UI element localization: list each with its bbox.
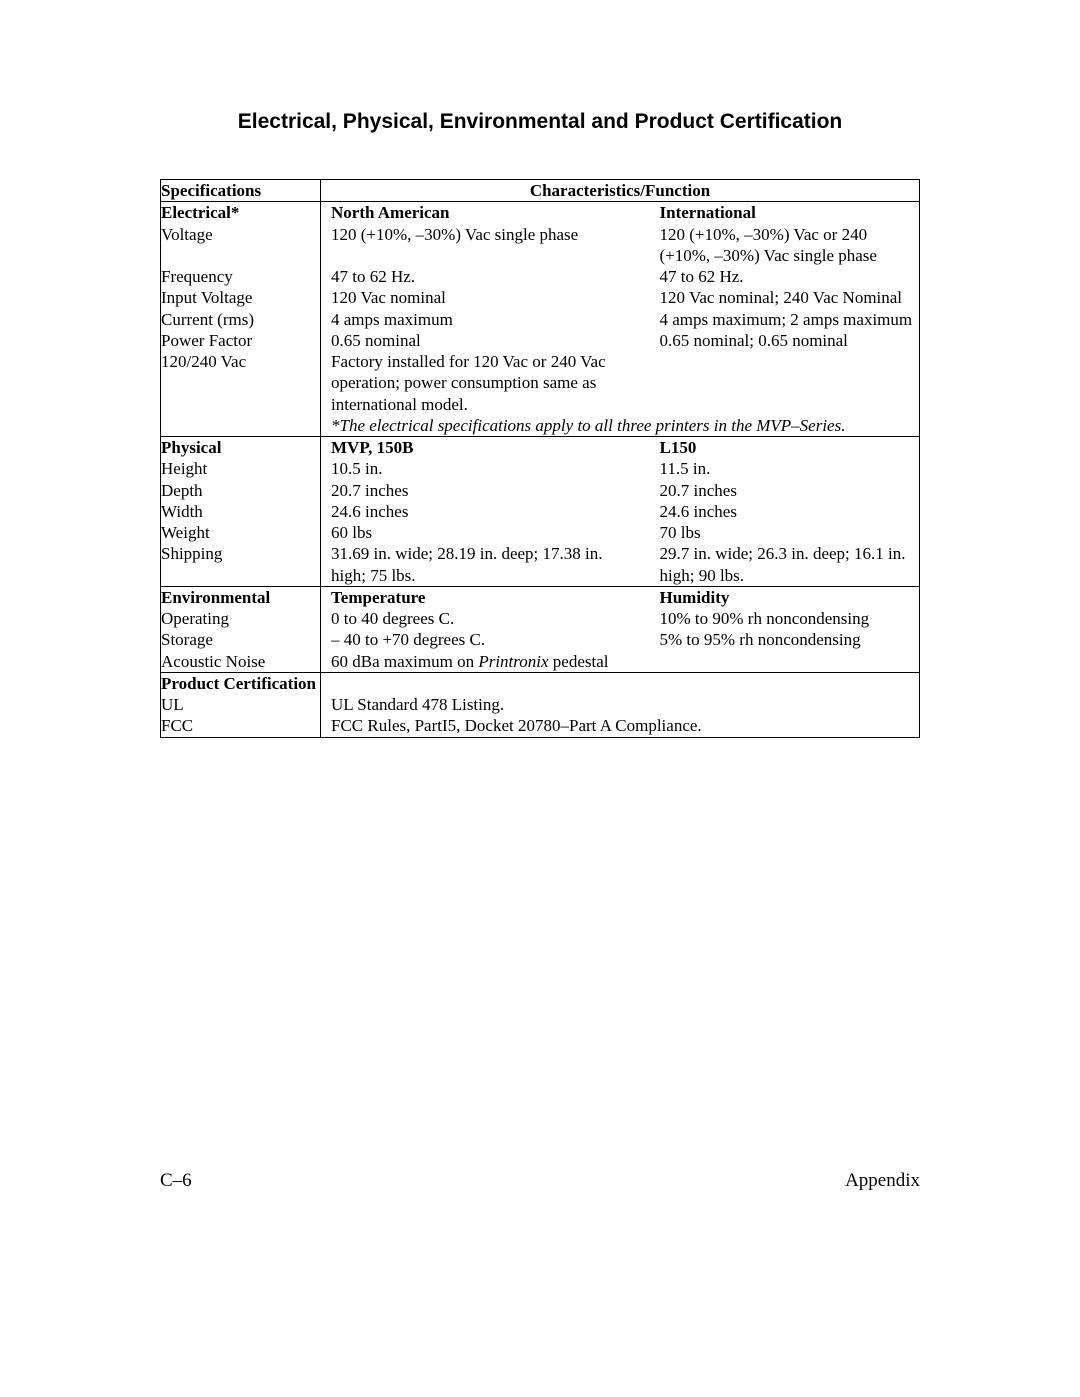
label-input-voltage: Input Voltage [161, 287, 321, 308]
value-voltage-na: 120 (+10%, –30%) Vac single phase [321, 224, 660, 267]
label-height: Height [161, 458, 321, 479]
label-current: Current (rms) [161, 309, 321, 330]
value-frequency-na: 47 to 62 Hz. [321, 266, 660, 287]
value-operating-b: 10% to 90% rh noncondensing [660, 608, 920, 629]
section-certification: Product Certification [161, 672, 920, 694]
section-label-environmental: Environmental [161, 586, 321, 608]
row-weight: Weight 60 lbs 70 lbs [161, 522, 920, 543]
value-acoustic: 60 dBa maximum on Printronix pedestal [321, 651, 920, 673]
value-height-b: 11.5 in. [660, 458, 920, 479]
row-acoustic: Acoustic Noise 60 dBa maximum on Printro… [161, 651, 920, 673]
label-fcc: FCC [161, 715, 321, 737]
label-depth: Depth [161, 480, 321, 501]
value-shipping-b: 29.7 in. wide; 26.3 in. deep; 16.1 in. h… [660, 543, 920, 586]
value-ul: UL Standard 478 Listing. [321, 694, 920, 715]
row-fcc: FCC FCC Rules, PartI5, Docket 20780–Part… [161, 715, 920, 737]
row-shipping: Shipping 31.69 in. wide; 28.19 in. deep;… [161, 543, 920, 586]
row-dual-voltage: 120/240 Vac Factory installed for 120 Va… [161, 351, 920, 415]
subheader-l150: L150 [660, 437, 920, 459]
label-weight: Weight [161, 522, 321, 543]
value-width-b: 24.6 inches [660, 501, 920, 522]
subheader-mvp: MVP, 150B [321, 437, 660, 459]
row-power-factor: Power Factor 0.65 nominal 0.65 nominal; … [161, 330, 920, 351]
value-input-voltage-intl: 120 Vac nominal; 240 Vac Nominal [660, 287, 920, 308]
header-characteristics: Characteristics/Function [321, 180, 920, 202]
label-storage: Storage [161, 629, 321, 650]
label-shipping: Shipping [161, 543, 321, 586]
label-frequency: Frequency [161, 266, 321, 287]
row-input-voltage: Input Voltage 120 Vac nominal 120 Vac no… [161, 287, 920, 308]
row-voltage: Voltage 120 (+10%, –30%) Vac single phas… [161, 224, 920, 267]
row-current: Current (rms) 4 amps maximum 4 amps maxi… [161, 309, 920, 330]
section-label-certification: Product Certification [161, 672, 321, 694]
value-weight-b: 70 lbs [660, 522, 920, 543]
electrical-note: *The electrical specifications apply to … [321, 415, 920, 437]
spec-table: Specifications Characteristics/Function … [160, 179, 920, 738]
subheader-humidity: Humidity [660, 586, 920, 608]
value-shipping-a: 31.69 in. wide; 28.19 in. deep; 17.38 in… [321, 543, 660, 586]
value-dual-voltage-b [660, 351, 920, 415]
value-frequency-intl: 47 to 62 Hz. [660, 266, 920, 287]
subheader-north-american: North American [321, 202, 660, 224]
label-operating: Operating [161, 608, 321, 629]
section-label-physical: Physical [161, 437, 321, 459]
page-footer: C–6 Appendix [160, 1170, 920, 1192]
footer-section-name: Appendix [845, 1170, 920, 1192]
value-storage-b: 5% to 95% rh noncondensing [660, 629, 920, 650]
value-power-factor-na: 0.65 nominal [321, 330, 660, 351]
value-voltage-intl: 120 (+10%, –30%) Vac or 240 (+10%, –30%)… [660, 224, 920, 267]
value-dual-voltage: Factory installed for 120 Vac or 240 Vac… [321, 351, 660, 415]
value-depth-a: 20.7 inches [321, 480, 660, 501]
row-storage: Storage – 40 to +70 degrees C. 5% to 95%… [161, 629, 920, 650]
acoustic-suffix: pedestal [549, 652, 609, 671]
value-storage-a: – 40 to +70 degrees C. [321, 629, 660, 650]
label-dual-voltage: 120/240 Vac [161, 351, 321, 415]
value-current-na: 4 amps maximum [321, 309, 660, 330]
row-depth: Depth 20.7 inches 20.7 inches [161, 480, 920, 501]
subheader-temperature: Temperature [321, 586, 660, 608]
page-title: Electrical, Physical, Environmental and … [160, 110, 920, 134]
label-voltage: Voltage [161, 224, 321, 267]
row-operating: Operating 0 to 40 degrees C. 10% to 90% … [161, 608, 920, 629]
value-operating-a: 0 to 40 degrees C. [321, 608, 660, 629]
row-electrical-note: *The electrical specifications apply to … [161, 415, 920, 437]
label-power-factor: Power Factor [161, 330, 321, 351]
value-current-intl: 4 amps maximum; 2 amps maximum [660, 309, 920, 330]
section-label-electrical: Electrical* [161, 202, 321, 224]
value-weight-a: 60 lbs [321, 522, 660, 543]
table-header-row: Specifications Characteristics/Function [161, 180, 920, 202]
row-ul: UL UL Standard 478 Listing. [161, 694, 920, 715]
value-depth-b: 20.7 inches [660, 480, 920, 501]
footer-page-number: C–6 [160, 1170, 192, 1192]
value-fcc: FCC Rules, PartI5, Docket 20780–Part A C… [321, 715, 920, 737]
label-acoustic: Acoustic Noise [161, 651, 321, 673]
section-physical: Physical MVP, 150B L150 [161, 437, 920, 459]
value-power-factor-intl: 0.65 nominal; 0.65 nominal [660, 330, 920, 351]
acoustic-prefix: 60 dBa maximum on [331, 652, 478, 671]
label-ul: UL [161, 694, 321, 715]
value-height-a: 10.5 in. [321, 458, 660, 479]
section-electrical: Electrical* North American International [161, 202, 920, 224]
header-specifications: Specifications [161, 180, 321, 202]
value-input-voltage-na: 120 Vac nominal [321, 287, 660, 308]
row-height: Height 10.5 in. 11.5 in. [161, 458, 920, 479]
page: Electrical, Physical, Environmental and … [0, 0, 1080, 1397]
label-width: Width [161, 501, 321, 522]
section-environmental: Environmental Temperature Humidity [161, 586, 920, 608]
subheader-international: International [660, 202, 920, 224]
acoustic-italic: Printronix [478, 652, 548, 671]
row-width: Width 24.6 inches 24.6 inches [161, 501, 920, 522]
row-frequency: Frequency 47 to 62 Hz. 47 to 62 Hz. [161, 266, 920, 287]
value-width-a: 24.6 inches [321, 501, 660, 522]
